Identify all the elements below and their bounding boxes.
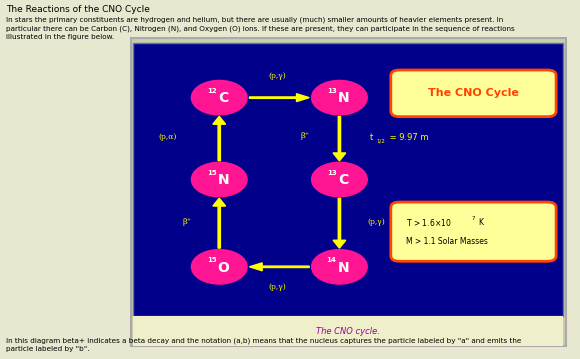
Text: 1/2: 1/2 <box>376 138 385 143</box>
Text: β⁺: β⁺ <box>300 132 310 140</box>
Text: 14: 14 <box>327 257 336 264</box>
Circle shape <box>311 80 367 115</box>
Text: (p,γ): (p,γ) <box>269 72 286 80</box>
Text: particular there can be Carbon (C), Nitrogen (N), and Oxygen (O) ions. If these : particular there can be Carbon (C), Nitr… <box>6 25 514 32</box>
Text: 12: 12 <box>206 88 216 94</box>
Circle shape <box>191 250 247 284</box>
Text: C: C <box>218 92 229 105</box>
Text: The Reactions of the CNO Cycle: The Reactions of the CNO Cycle <box>6 5 150 14</box>
FancyArrow shape <box>213 116 226 161</box>
FancyBboxPatch shape <box>391 202 556 261</box>
FancyBboxPatch shape <box>133 316 563 346</box>
Text: (p,γ): (p,γ) <box>367 218 385 226</box>
FancyArrow shape <box>249 263 309 271</box>
Text: N: N <box>338 261 349 275</box>
Text: C: C <box>338 173 349 187</box>
Text: N: N <box>218 173 229 187</box>
Text: (p,γ): (p,γ) <box>269 283 286 291</box>
FancyArrow shape <box>333 198 346 248</box>
Text: 7: 7 <box>472 216 475 221</box>
Text: illustrated in the figure below.: illustrated in the figure below. <box>6 34 114 40</box>
Text: T > 1.6$\times$10: T > 1.6$\times$10 <box>407 218 452 228</box>
Text: particle labeled by "b".: particle labeled by "b". <box>6 346 89 353</box>
Text: 15: 15 <box>206 170 216 176</box>
FancyBboxPatch shape <box>130 38 566 346</box>
Text: = 9.97 m: = 9.97 m <box>387 133 429 142</box>
FancyBboxPatch shape <box>133 43 563 316</box>
FancyBboxPatch shape <box>391 70 556 117</box>
Text: 13: 13 <box>327 88 336 94</box>
Text: The CNO cycle.: The CNO cycle. <box>316 327 380 336</box>
Text: O: O <box>218 261 229 275</box>
FancyArrow shape <box>213 198 226 248</box>
Circle shape <box>311 162 367 197</box>
Text: (p,α): (p,α) <box>158 133 177 141</box>
FancyArrow shape <box>333 116 346 161</box>
Text: β⁺: β⁺ <box>183 218 191 226</box>
Circle shape <box>191 80 247 115</box>
Text: In this diagram beta+ indicates a beta decay and the notation (a,b) means that t: In this diagram beta+ indicates a beta d… <box>6 337 521 344</box>
Text: t: t <box>369 133 373 142</box>
Text: M > 1.1 Solar Masses: M > 1.1 Solar Masses <box>407 237 488 246</box>
Text: N: N <box>338 92 349 105</box>
Text: In stars the primary constituents are hydrogen and helium, but there are usually: In stars the primary constituents are hy… <box>6 16 503 23</box>
Text: 15: 15 <box>206 257 216 264</box>
Circle shape <box>311 250 367 284</box>
FancyArrow shape <box>249 94 309 102</box>
Text: The CNO Cycle: The CNO Cycle <box>428 88 519 98</box>
Text: K: K <box>478 218 483 228</box>
Circle shape <box>191 162 247 197</box>
Text: 13: 13 <box>327 170 336 176</box>
